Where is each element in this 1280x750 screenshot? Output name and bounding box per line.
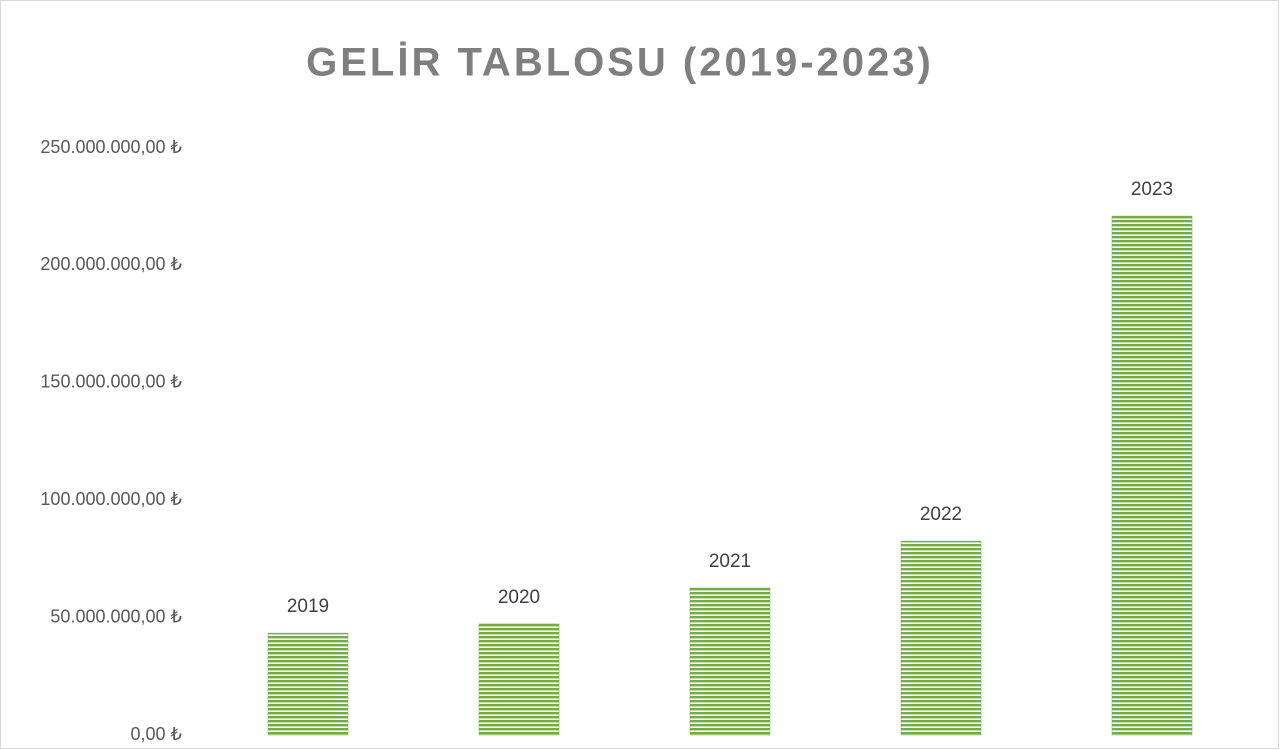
- y-tick-label: 100.000.000,00 ₺: [40, 489, 182, 509]
- y-tick-label: 50.000.000,00 ₺: [50, 606, 182, 626]
- chart-title: GELİR TABLOSU (2019-2023): [306, 41, 934, 85]
- bar: [478, 623, 560, 736]
- y-tick-label: 250.000.000,00 ₺: [40, 137, 182, 157]
- data-label: 2020: [498, 587, 540, 608]
- data-label: 2019: [287, 596, 329, 617]
- y-tick-label: 150.000.000,00 ₺: [40, 372, 182, 392]
- bar: [900, 540, 982, 736]
- data-label: 2022: [920, 504, 962, 525]
- data-label: 2021: [709, 551, 751, 572]
- bar: [689, 587, 771, 736]
- bar: [1111, 215, 1193, 736]
- data-label: 2023: [1131, 179, 1173, 200]
- bar: [267, 632, 349, 736]
- y-tick-label: 0,00 ₺: [131, 724, 183, 744]
- y-tick-label: 200.000.000,00 ₺: [40, 254, 182, 274]
